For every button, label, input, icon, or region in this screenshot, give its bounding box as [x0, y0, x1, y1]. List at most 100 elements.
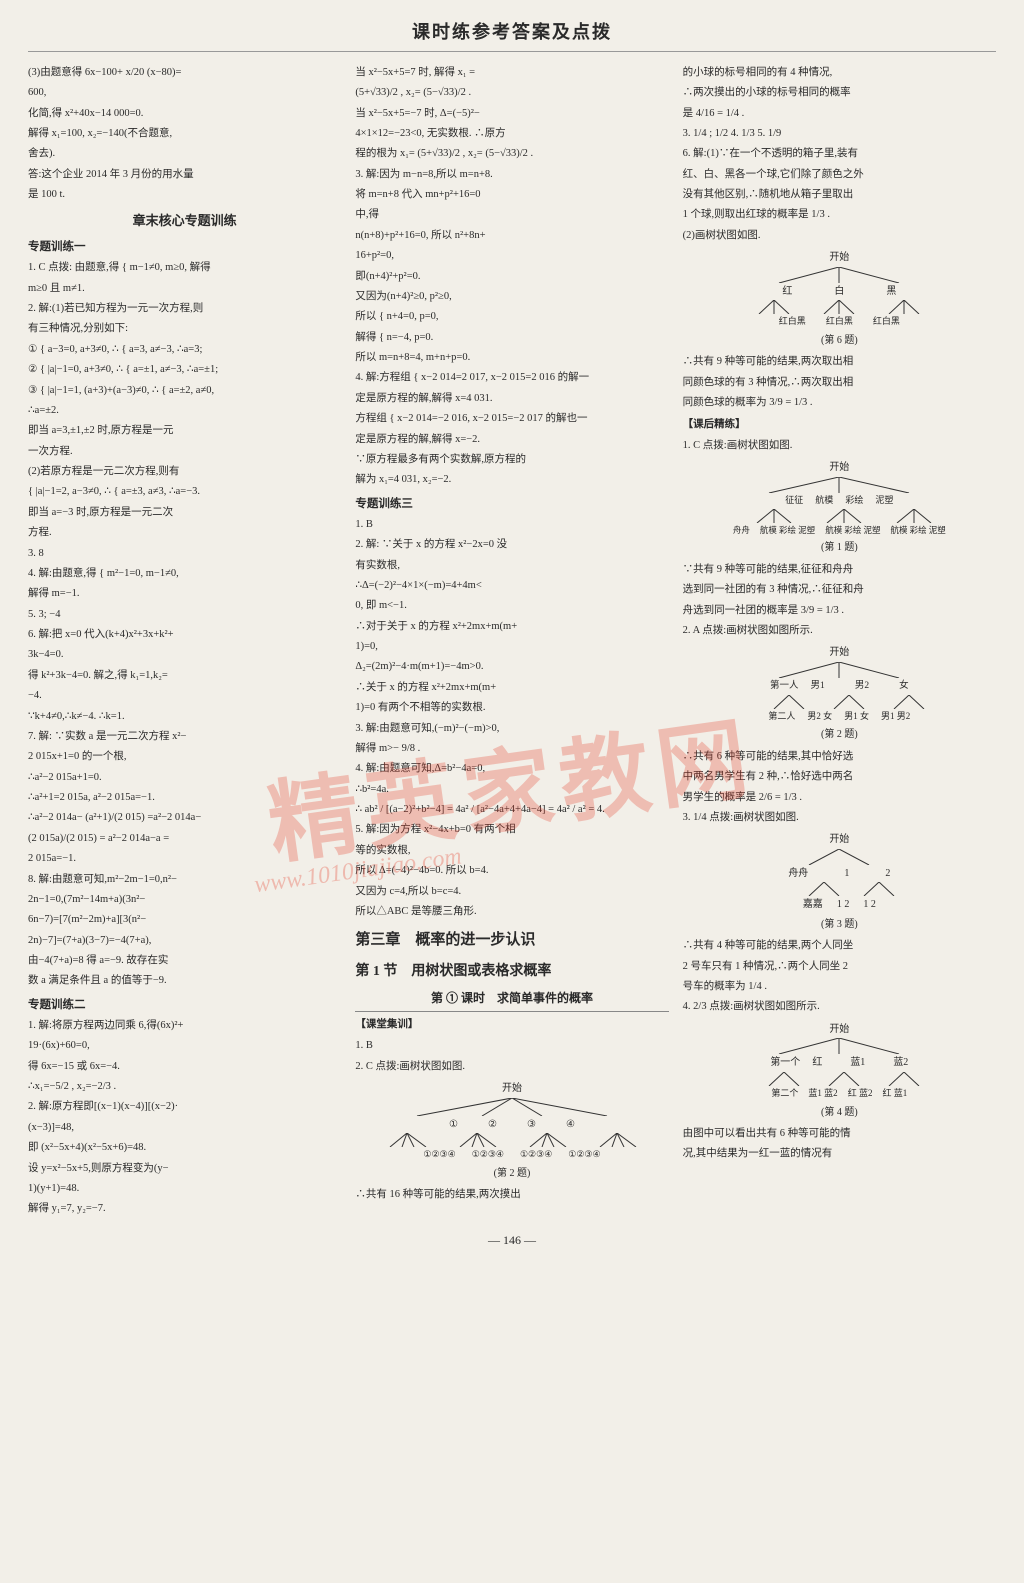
- text-line: ∴共有 6 种等可能的结果,其中恰好选: [683, 748, 996, 766]
- tree-node: 彩绘: [842, 493, 866, 509]
- text-line: 所以 Δ=(−4)²−4b=0. 所以 b=4.: [355, 862, 668, 880]
- tree-row-label: 舟舟: [730, 523, 753, 538]
- text-line: 2. 解:原方程即[(x−1)(x−4)][(x−2)·: [28, 1098, 341, 1116]
- tree-node: ④: [563, 1116, 578, 1134]
- columns-wrap: (3)由题意得 6x−100+ x/20 (x−80)= 600, 化简,得 x…: [28, 64, 996, 1221]
- tree-leaf: 男2 女: [804, 709, 835, 725]
- bracket-heading: 【课后精练】: [683, 416, 996, 434]
- text-line: 1. B: [355, 516, 668, 534]
- tree-leaf: 红白黑: [776, 314, 809, 330]
- text-line: 6. 解:(1)∵在一个不透明的箱子里,装有: [683, 145, 996, 163]
- text-line: 中,得: [355, 206, 668, 224]
- text-line: 7. 解: ∵实数 a 是一元二次方程 x²−: [28, 728, 341, 746]
- tree-row-label: 嘉嘉: [800, 896, 826, 914]
- text-line: 化简,得 x²+40x−14 000=0.: [28, 105, 341, 123]
- text-line: ∴对于关于 x 的方程 x²+2mx+m(m+: [355, 618, 668, 636]
- tree-leaf: ①②③④: [517, 1147, 555, 1163]
- text-line: 中两名男学生有 2 种,∴恰好选中两名: [683, 768, 996, 786]
- text-line: 定是原方程的解,解得 x=4 031.: [355, 390, 668, 408]
- tree-diagram-a2: 开始 第一人 男1 男2 女 第二人 男2 女 男1 女 男1 男: [683, 644, 996, 743]
- column-3: 的小球的标号相同的有 4 种情况, ∴两次摸出的小球的标号相同的概率 是 4/1…: [683, 64, 996, 1221]
- text-line: ∴共有 4 种等可能的结果,两个人同坐: [683, 937, 996, 955]
- text-line: 的小球的标号相同的有 4 种情况,: [683, 64, 996, 82]
- tree-caption: (第 2 题): [355, 1165, 668, 1183]
- tree-node: ①: [446, 1116, 461, 1134]
- text-line: ② { |a|−1=0, a+3≠0, ∴ { a=±1, a≠−3, ∴a=±…: [28, 361, 341, 379]
- bracket-heading: 【课堂集训】: [355, 1016, 668, 1034]
- text-line: 解得 y₁=7, y₂=−7.: [28, 1200, 341, 1218]
- text-line: 有实数根,: [355, 557, 668, 575]
- text-line: 同颜色球的概率为 3/9 = 1/3 .: [683, 394, 996, 412]
- tree-leaf: 红 蓝2: [845, 1086, 876, 1102]
- tree-row-label: 舟舟: [785, 865, 811, 883]
- sub-heading: 专题训练一: [28, 237, 341, 257]
- text-line: 况,其中结果为一红一蓝的情况有: [683, 1145, 996, 1163]
- text-line: 3k−4=0.: [28, 646, 341, 664]
- tree-leaf: 1 2: [860, 896, 879, 914]
- tree-row-label: 第二人: [765, 709, 798, 725]
- tree-node: 蓝2: [890, 1054, 911, 1072]
- tree-leaf: 航模 彩绘 泥塑: [887, 523, 948, 538]
- text-line: 1)=0,: [355, 638, 668, 656]
- text-line: 3. 解:由题意可知,(−m)²−(−m)>0,: [355, 720, 668, 738]
- text-line: 有三种情况,分别如下:: [28, 320, 341, 338]
- text-line: 设 y=x²−5x+5,则原方程变为(y−: [28, 1160, 341, 1178]
- text-line: 所以 { n+4=0, p=0,: [355, 308, 668, 326]
- text-line: 2. A 点拨:画树状图如图所示.: [683, 622, 996, 640]
- text-line: 由−4(7+a)=8 得 a=−9. 故存在实: [28, 952, 341, 970]
- text-line: 当 x²−5x+5=7 时, 解得 x₁ =: [355, 64, 668, 82]
- text-line: 1. C 点拨: 由题意,得 { m−1≠0, m≥0, 解得: [28, 259, 341, 277]
- text-line: ∴x₁=−5/2 , x₂=−2/3 .: [28, 1078, 341, 1096]
- tree-caption: (第 3 题): [683, 916, 996, 934]
- text-line: ∴ ab² / [(a−2)²+b²−4] = 4a² / [a²−4a+4+4…: [355, 801, 668, 819]
- tree-branches-icon: [739, 267, 939, 283]
- tree-node: 1: [841, 865, 852, 883]
- text-line: 4. 解:由题意,得 { m²−1=0, m−1≠0,: [28, 565, 341, 583]
- tree-leaf: 男1 女: [841, 709, 872, 725]
- text-line: 一次方程.: [28, 443, 341, 461]
- text-line: 即当 a=−3 时,原方程是一元二次: [28, 504, 341, 522]
- text-line: { |a|−1=2, a−3≠0, ∴ { a=±3, a≠3, ∴a=−3.: [28, 483, 341, 501]
- text-line: 舍去).: [28, 145, 341, 163]
- text-line: 5. 解:因为方程 x²−4x+b=0 有两个相: [355, 821, 668, 839]
- page-title: 课时练参考答案及点拨: [28, 18, 996, 52]
- text-line: ∴Δ=(−2)²−4×1×(−m)=4+4m<: [355, 577, 668, 595]
- text-line: 4. 解:方程组 { x−2 014=2 017, x−2 015=2 016 …: [355, 369, 668, 387]
- text-line: 是 4/16 = 1/4 .: [683, 105, 996, 123]
- tree-branches-icon: [382, 1098, 642, 1116]
- text-line: 600,: [28, 84, 341, 102]
- text-line: −4.: [28, 687, 341, 705]
- tree-node: 男2: [852, 678, 872, 695]
- text-line: 8. 解:由题意可知,m²−2m−1=0,n²−: [28, 871, 341, 889]
- section-heading: 第 1 节 用树状图或表格求概率: [355, 960, 668, 985]
- text-line: 解得 m=−1.: [28, 585, 341, 603]
- text-line: 3. 8: [28, 545, 341, 563]
- tree-node: 黑: [883, 283, 899, 301]
- tree-leaf: 航模 彩绘 泥塑: [822, 523, 883, 538]
- text-line: 即(n+4)²+p²=0.: [355, 268, 668, 286]
- tree-node: ②: [485, 1116, 500, 1134]
- text-line: 即当 a=3,±1,±2 时,原方程是一元: [28, 422, 341, 440]
- text-line: n(n+8)+p²+16=0, 所以 n²+8n+: [355, 227, 668, 245]
- section-heading: 章末核心专题训练: [28, 210, 341, 233]
- tree-diagram-a1: 开始 征征 航模 彩绘 泥塑 舟舟 航模 彩绘 泥塑 航模 彩绘 泥塑: [683, 459, 996, 557]
- text-line: 19·(6x)+60=0,: [28, 1037, 341, 1055]
- tree-caption: (第 6 题): [683, 332, 996, 350]
- text-line: ∴a²−2 015a+1=0.: [28, 769, 341, 787]
- text-line: 没有其他区别,∴随机地从箱子里取出: [683, 186, 996, 204]
- text-line: 1. 解:将原方程两边同乘 6,得(6x)²+: [28, 1017, 341, 1035]
- text-line: 2 015a=−1.: [28, 850, 341, 868]
- tree-leaf: ①②③④: [420, 1147, 458, 1163]
- text-line: 解得 m>− 9/8 .: [355, 740, 668, 758]
- text-line: 解得 { n=−4, p=0.: [355, 329, 668, 347]
- tree-caption: (第 1 题): [683, 539, 996, 557]
- text-line: (5+√33)/2 , x₂= (5−√33)/2 .: [355, 84, 668, 102]
- tree-branches-icon: [719, 477, 959, 493]
- tree-row-label: 第一个: [767, 1054, 803, 1072]
- tree-node: 蓝1: [847, 1054, 868, 1072]
- text-line: ∴a²+1=2 015a, a²−2 015a=−1.: [28, 789, 341, 807]
- tree-node: 2: [882, 865, 893, 883]
- chapter-heading: 第三章 概率的进一步认识: [355, 927, 668, 953]
- text-line: ∴a=±2.: [28, 402, 341, 420]
- text-line: 方程.: [28, 524, 341, 542]
